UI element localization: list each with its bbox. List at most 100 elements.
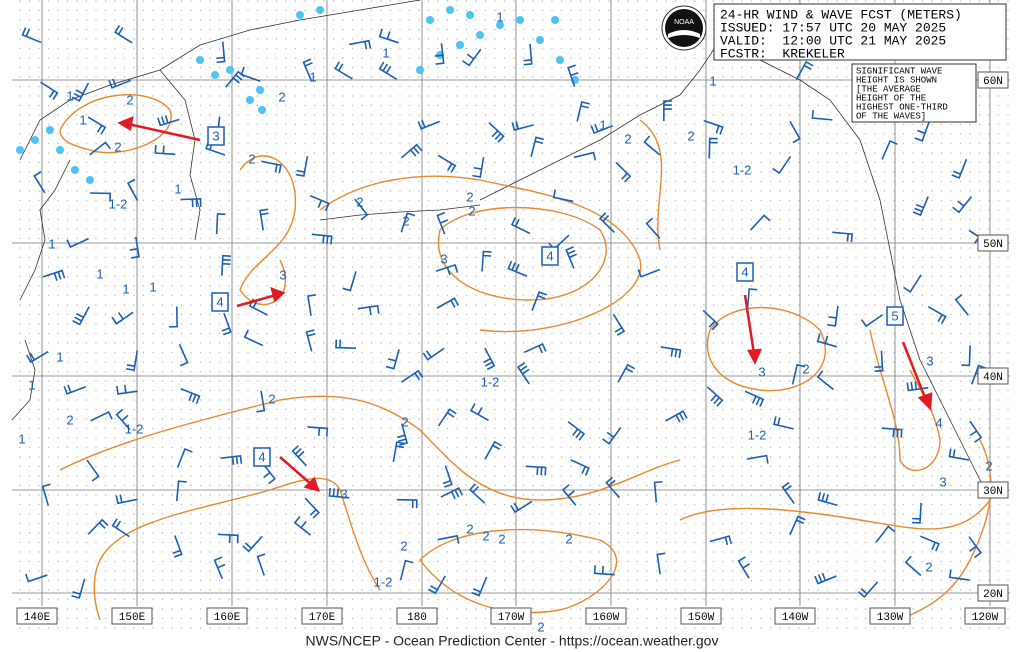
ice-dot [258,106,266,114]
wind-barb [881,139,898,160]
wind-barb [175,480,187,502]
wind-barb [400,212,416,233]
wind-barb [816,333,838,348]
wind-barb [178,343,189,367]
wind-barb [561,484,577,506]
wind-barbs [21,24,987,599]
note-line: HEIGHT OF THE [856,93,926,103]
ice-dot [86,176,94,184]
wind-barb [617,363,636,383]
contour-label: 3 [758,364,765,379]
contour-label: 2 [565,531,572,546]
contour-label: 3 [926,353,933,368]
contour-label: 2 [624,131,631,146]
wind-barb [169,306,178,328]
contour-label: 1 [96,266,103,281]
wind-barb [749,214,771,231]
lon-label-bg [964,607,1006,625]
lon-label: 150E [119,612,146,624]
wind-barb [772,155,792,175]
wind-barb [349,39,372,50]
boxed-label: 4 [258,449,265,464]
contour-label: 2 [537,619,544,634]
ice-dot [416,66,424,74]
wind-barb [422,347,445,361]
wind-barb [781,481,795,504]
wind-barb [291,445,307,467]
wind-barb [789,120,801,144]
wind-barb [221,254,231,276]
wind-barb [816,370,834,391]
wind-barb [90,410,113,422]
wind-barb [180,198,202,208]
wind-barb [904,555,922,577]
label-box [736,262,754,282]
wind-barb [948,569,970,581]
contour-label: 2 [114,139,121,154]
wind-barb [111,311,134,325]
wind-barb [746,288,758,309]
wind-barb [706,386,724,407]
wind-barb [25,573,48,583]
contour-label: 1 [18,431,25,446]
wind-barb [567,421,586,441]
boxed-label: 3 [212,128,219,143]
wind-barb [115,408,131,431]
contour-label: 1 [149,279,156,294]
header-box: NOAA [661,3,1007,61]
contour-label: 2 [498,531,505,546]
footer: NWS/NCEP - Ocean Prediction Center - htt… [306,633,719,649]
wind-barb [927,305,947,324]
wind-barb [665,410,688,423]
wind-barb [436,297,460,309]
ice-dot [46,126,54,134]
wind-barb [874,350,884,372]
wind-barb [304,497,320,519]
boxed-label: 4 [546,248,553,263]
ice-dot [226,66,234,74]
wind-barb [857,581,879,599]
header-line: FCSTR: KREKELER [720,46,845,61]
wind-barb [129,236,140,259]
label-box [253,447,271,467]
wind-barb [240,66,261,82]
contour-label: 3 [340,486,347,501]
wind-barb [530,136,545,157]
wind-barb [261,462,276,485]
label-box [541,246,559,266]
wind-barb [703,119,724,135]
ice-dot [456,41,464,49]
sea-ice [16,6,579,184]
wind-barb [89,141,111,156]
wind-barb [744,390,765,408]
wind-barb [702,309,719,331]
contour-label: 1-2 [733,162,752,177]
wind-barb [259,208,269,231]
wind-barb [462,48,482,67]
wind-barb [511,121,534,132]
wind-barb [87,116,107,135]
map-background [12,0,1010,632]
wind-barb [961,345,971,367]
wind-barb [914,121,930,142]
wind-barb [709,535,733,546]
note-line: HEIGHT IS SHOWN [856,75,937,85]
ice-dot [466,11,474,19]
wind-barb [615,161,632,183]
wind-barb [814,572,837,585]
contour-label: 1 [28,377,35,392]
wind-barb [516,362,530,385]
wind-barb [295,156,309,177]
wind-barb [948,448,970,461]
wind-barb [472,157,485,178]
wind-barb [952,196,973,214]
wind-barb [307,426,329,437]
contour-label: 1-2 [748,427,767,442]
contour-label: 2 [687,128,694,143]
wind-barb [488,122,505,143]
header-text: 24-HR WIND & WAVE FCST (METERS)ISSUED: 1… [720,7,962,61]
wind-barb [213,556,226,580]
wind-barb [605,476,621,499]
coastlines [11,0,991,501]
